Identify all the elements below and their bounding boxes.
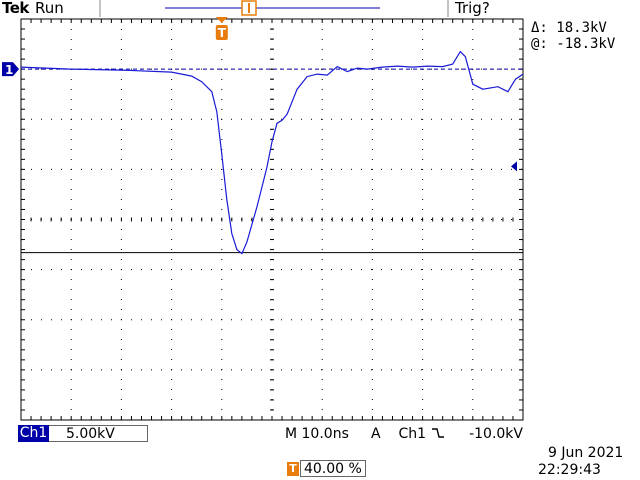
trigger-marker-label: T (218, 26, 227, 40)
markers-layer: 1T (2, 0, 517, 172)
trigger-position-box[interactable] (300, 460, 366, 477)
timebase-readout: M 10.0ns (285, 426, 349, 442)
trigger-source-prefix: A (371, 426, 381, 442)
channel-ground-marker[interactable] (2, 62, 19, 77)
trigger-status: Trig? (455, 0, 490, 17)
channel-marker-label: 1 (5, 63, 13, 77)
cursor-absolute-readout: @: -18.3kV (531, 36, 616, 52)
trigger-position-badge: T (287, 462, 299, 476)
trigger-marker[interactable] (215, 25, 228, 40)
date-readout: 9 Jun 2021 (548, 445, 624, 461)
brand-logo-text: Tek (2, 0, 29, 17)
trigger-source-readout: A Ch1 (371, 426, 445, 442)
trigger-position-arrow (215, 17, 228, 23)
cursor-delta-readout: Δ: 18.3kV (531, 20, 607, 36)
channel-label-tag[interactable]: Ch1 (18, 425, 49, 442)
trigger-level-readout: -10.0kV (469, 426, 523, 442)
trigger-position-readout: 40.00 % (304, 461, 362, 477)
ch1-waveform-trace (20, 50, 524, 255)
graticule (20, 18, 524, 421)
acquisition-state: Run (35, 0, 64, 17)
time-readout: 22:29:43 (538, 462, 601, 478)
trigger-level-arrow[interactable] (511, 161, 517, 172)
channel-scale: 5.00kV (66, 426, 115, 442)
falling-edge-icon (431, 427, 445, 439)
trigger-source: Ch1 (398, 426, 427, 442)
